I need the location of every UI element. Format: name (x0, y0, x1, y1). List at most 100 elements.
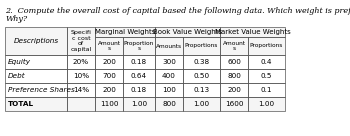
Bar (183, 69, 220, 83)
Bar (183, 83, 220, 97)
Bar (155, 83, 183, 97)
Bar (67, 55, 95, 69)
Bar (123, 83, 155, 97)
Bar (5, 69, 67, 83)
Bar (67, 83, 95, 97)
Text: Descriptions: Descriptions (13, 38, 58, 44)
Bar (95, 69, 123, 83)
Bar (95, 37, 123, 55)
Text: Preference Shares: Preference Shares (8, 87, 75, 93)
Bar (155, 27, 220, 37)
Text: 0.1: 0.1 (261, 87, 272, 93)
Bar (67, 97, 95, 111)
Text: Debt: Debt (8, 73, 26, 79)
Bar (95, 27, 155, 37)
Text: 1600: 1600 (225, 101, 243, 107)
Text: Specifi
c cost
of
capital: Specifi c cost of capital (70, 30, 92, 52)
Bar (155, 37, 183, 55)
Text: Book Value Weights: Book Value Weights (153, 29, 222, 35)
Bar (155, 55, 183, 69)
Bar (123, 69, 155, 83)
Text: 1.00: 1.00 (131, 101, 147, 107)
Text: Proportion
s: Proportion s (124, 41, 154, 51)
Text: 20%: 20% (73, 59, 89, 65)
Text: Market Value Weights: Market Value Weights (215, 29, 290, 35)
Text: 2.  Compute the overall cost of capital based the following data. Which weight i: 2. Compute the overall cost of capital b… (5, 7, 350, 15)
Bar (183, 69, 220, 83)
Bar (155, 69, 183, 83)
Bar (155, 55, 183, 69)
Bar (95, 55, 123, 69)
Bar (248, 37, 285, 55)
Bar (248, 69, 285, 83)
Bar (220, 83, 248, 97)
Bar (220, 69, 248, 83)
Bar (5, 83, 67, 97)
Bar (5, 83, 67, 97)
Bar (5, 27, 67, 55)
Bar (248, 55, 285, 69)
Bar (220, 69, 248, 83)
Bar (248, 37, 285, 55)
Text: 1.00: 1.00 (194, 101, 210, 107)
Text: Proportions: Proportions (250, 44, 283, 49)
Bar (123, 55, 155, 69)
Bar (95, 37, 123, 55)
Text: Amounts: Amounts (156, 44, 182, 49)
Bar (220, 37, 248, 55)
Bar (95, 97, 123, 111)
Bar (67, 27, 95, 55)
Text: 700: 700 (102, 73, 116, 79)
Text: 14%: 14% (73, 87, 89, 93)
Bar (67, 83, 95, 97)
Text: Proportions: Proportions (185, 44, 218, 49)
Text: 800: 800 (227, 73, 241, 79)
Bar (220, 55, 248, 69)
Bar (123, 55, 155, 69)
Text: 400: 400 (162, 73, 176, 79)
Bar (220, 27, 285, 37)
Text: 600: 600 (227, 59, 241, 65)
Bar (183, 55, 220, 69)
Bar (95, 55, 123, 69)
Bar (183, 37, 220, 55)
Bar (67, 27, 95, 55)
Bar (220, 27, 285, 37)
Bar (155, 37, 183, 55)
Bar (183, 97, 220, 111)
Bar (183, 37, 220, 55)
Text: 0.64: 0.64 (131, 73, 147, 79)
Bar (155, 97, 183, 111)
Text: 10%: 10% (73, 73, 89, 79)
Bar (95, 69, 123, 83)
Bar (67, 97, 95, 111)
Bar (248, 83, 285, 97)
Bar (123, 97, 155, 111)
Bar (123, 69, 155, 83)
Bar (220, 37, 248, 55)
Text: Marginal Weights: Marginal Weights (95, 29, 155, 35)
Text: 0.18: 0.18 (131, 59, 147, 65)
Text: 200: 200 (227, 87, 241, 93)
Bar (123, 37, 155, 55)
Text: 800: 800 (162, 101, 176, 107)
Text: TOTAL: TOTAL (8, 101, 34, 107)
Text: 200: 200 (102, 59, 116, 65)
Bar (248, 69, 285, 83)
Bar (155, 69, 183, 83)
Text: Amount
s: Amount s (98, 41, 120, 51)
Bar (67, 69, 95, 83)
Bar (5, 55, 67, 69)
Bar (183, 97, 220, 111)
Bar (155, 83, 183, 97)
Bar (183, 83, 220, 97)
Text: 0.13: 0.13 (194, 87, 210, 93)
Bar (123, 97, 155, 111)
Bar (220, 97, 248, 111)
Text: 0.4: 0.4 (261, 59, 272, 65)
Bar (248, 97, 285, 111)
Text: 0.18: 0.18 (131, 87, 147, 93)
Text: Why?: Why? (5, 15, 27, 23)
Text: 1.00: 1.00 (258, 101, 274, 107)
Bar (5, 97, 67, 111)
